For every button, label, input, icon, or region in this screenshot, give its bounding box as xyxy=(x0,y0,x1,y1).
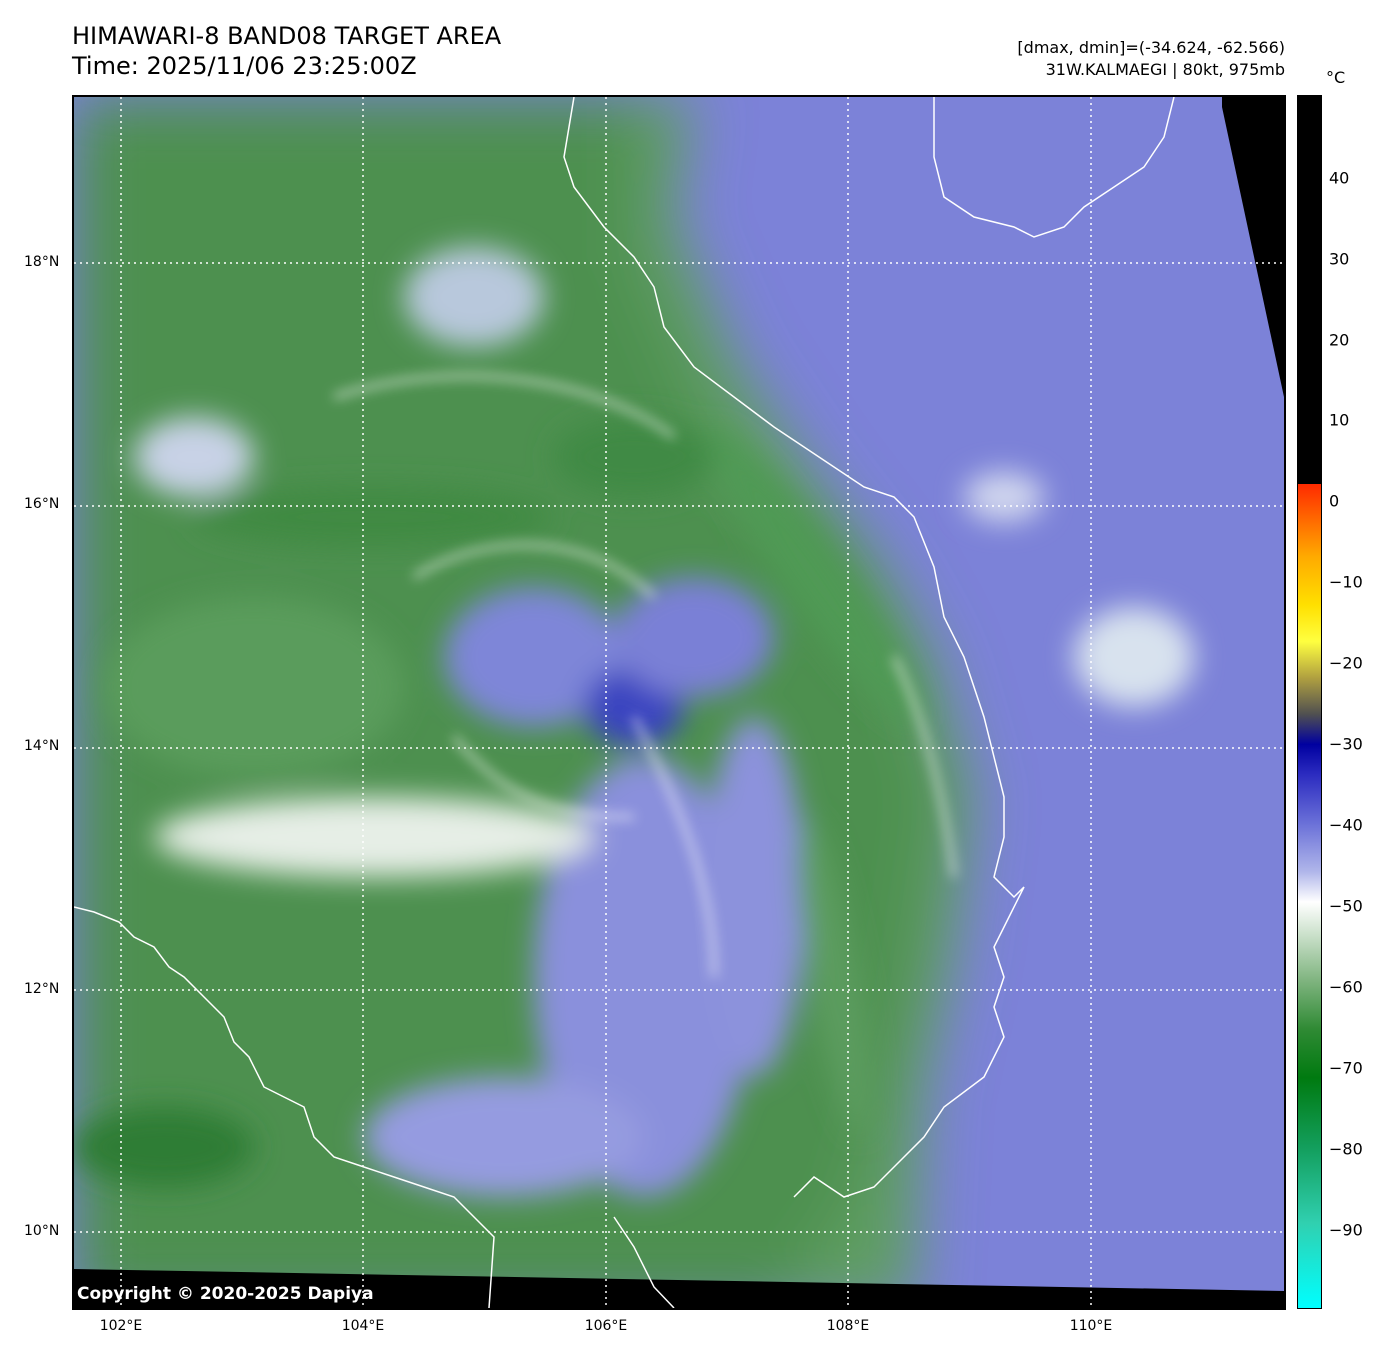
colorbar-tick-0: 0 xyxy=(1329,491,1340,511)
lon-label-104e: 104°E xyxy=(341,1318,385,1334)
colorbar-tick-minus-70: −70 xyxy=(1329,1058,1363,1078)
colorbar-tick-minus-30: −30 xyxy=(1329,734,1363,754)
colorbar-tick-minus-60: −60 xyxy=(1329,977,1363,997)
lat-label-12n: 12°N xyxy=(24,981,60,997)
map-title: HIMAWARI-8 BAND08 TARGET AREA xyxy=(72,22,502,50)
lon-label-108e: 108°E xyxy=(826,1318,870,1334)
imagery-layer xyxy=(74,97,1284,1308)
lon-label-110e: 110°E xyxy=(1069,1318,1113,1334)
colorbar-unit-label: °C xyxy=(1326,68,1346,87)
copyright-text: Copyright © 2020-2025 Dapiya xyxy=(77,1284,374,1304)
colorbar-tick-minus-10: −10 xyxy=(1329,572,1363,592)
colorbar-tick-40: 40 xyxy=(1329,168,1350,188)
colorbar-tick-20: 20 xyxy=(1329,330,1350,350)
colorbar-tick-minus-20: −20 xyxy=(1329,653,1363,673)
lat-label-16n: 16°N xyxy=(24,496,60,512)
lon-label-102e: 102°E xyxy=(99,1318,143,1334)
data-range-text: [dmax, dmin]=(-34.624, -62.566) xyxy=(1017,38,1285,57)
lat-label-18n: 18°N xyxy=(24,254,60,270)
lat-label-10n: 10°N xyxy=(24,1223,60,1239)
temperature-colorbar xyxy=(1297,95,1322,1309)
map-timestamp: Time: 2025/11/06 23:25:00Z xyxy=(72,52,417,80)
lon-label-106e: 106°E xyxy=(584,1318,628,1334)
colorbar-tick-minus-90: −90 xyxy=(1329,1220,1363,1240)
storm-info-text: 31W.KALMAEGI | 80kt, 975mb xyxy=(1045,60,1285,79)
colorbar-tick-10: 10 xyxy=(1329,410,1350,430)
satellite-imagery-map xyxy=(72,95,1286,1310)
colorbar-tick-30: 30 xyxy=(1329,249,1350,269)
lat-label-14n: 14°N xyxy=(24,738,60,754)
colorbar-tick-minus-50: −50 xyxy=(1329,896,1363,916)
colorbar-tick-minus-40: −40 xyxy=(1329,815,1363,835)
colorbar-tick-minus-80: −80 xyxy=(1329,1139,1363,1159)
